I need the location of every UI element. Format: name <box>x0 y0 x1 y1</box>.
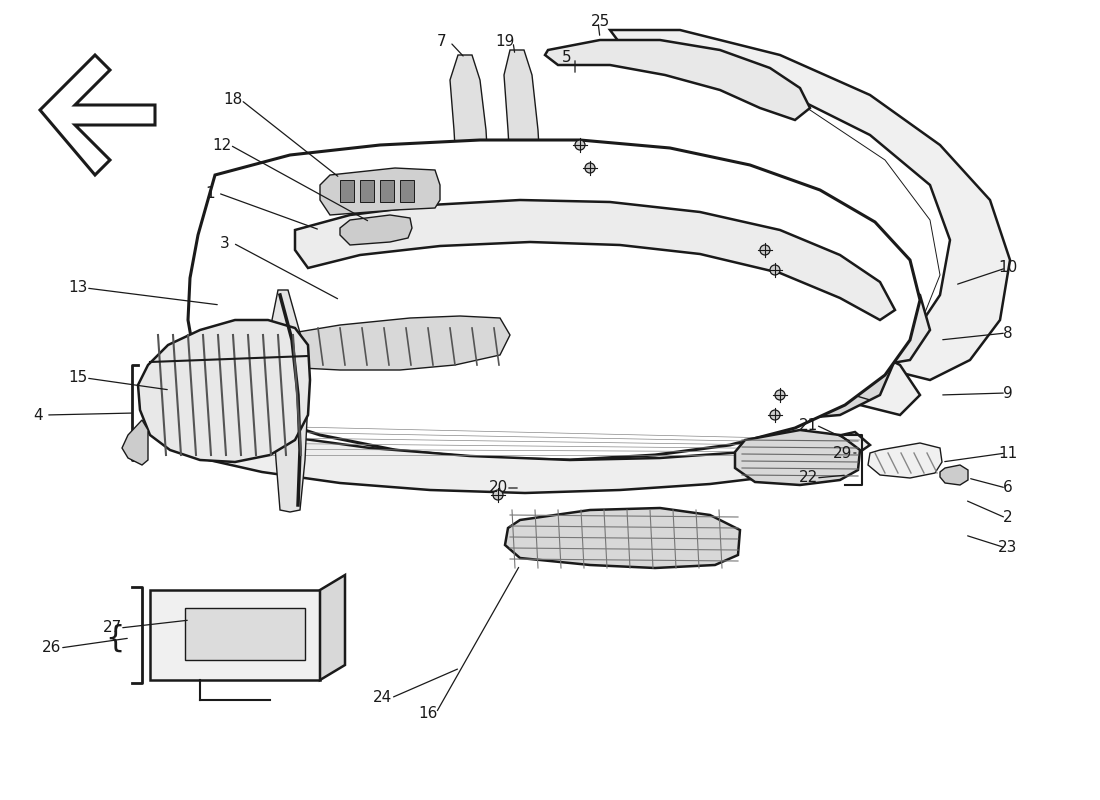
Text: 6: 6 <box>1003 481 1013 495</box>
Polygon shape <box>320 168 440 215</box>
Text: 4: 4 <box>33 407 43 422</box>
Text: 3: 3 <box>220 235 230 250</box>
Circle shape <box>585 163 595 173</box>
Text: 13: 13 <box>68 281 88 295</box>
Text: 15: 15 <box>68 370 88 386</box>
Text: 26: 26 <box>42 641 62 655</box>
Text: 5: 5 <box>562 50 572 66</box>
Circle shape <box>641 307 659 325</box>
Text: 24: 24 <box>373 690 393 706</box>
Circle shape <box>575 140 585 150</box>
Circle shape <box>846 361 864 379</box>
Polygon shape <box>295 200 895 320</box>
Bar <box>360 180 374 202</box>
Text: {: { <box>106 623 125 653</box>
Polygon shape <box>138 320 310 462</box>
Text: 19: 19 <box>495 34 515 50</box>
Text: 18: 18 <box>223 93 243 107</box>
Polygon shape <box>188 140 920 460</box>
Text: 11: 11 <box>999 446 1018 461</box>
Polygon shape <box>505 508 740 568</box>
Polygon shape <box>868 443 942 478</box>
Bar <box>340 180 354 202</box>
Circle shape <box>774 259 786 271</box>
Polygon shape <box>320 575 345 680</box>
Circle shape <box>770 410 780 420</box>
Text: 9: 9 <box>1003 386 1013 401</box>
Circle shape <box>471 309 490 327</box>
Circle shape <box>346 336 364 354</box>
Polygon shape <box>40 55 155 175</box>
Circle shape <box>574 246 586 258</box>
Circle shape <box>776 390 785 400</box>
Text: 27: 27 <box>102 621 122 635</box>
Circle shape <box>634 242 646 254</box>
Polygon shape <box>544 40 810 120</box>
Text: 2: 2 <box>1003 510 1013 526</box>
Circle shape <box>834 279 846 291</box>
Polygon shape <box>122 420 149 465</box>
Text: 12: 12 <box>212 138 232 153</box>
Polygon shape <box>490 305 920 415</box>
Polygon shape <box>480 200 930 365</box>
Bar <box>400 180 414 202</box>
Circle shape <box>704 246 716 258</box>
Circle shape <box>791 336 808 354</box>
Circle shape <box>889 309 901 321</box>
Text: 16: 16 <box>418 706 438 721</box>
Polygon shape <box>610 30 1010 380</box>
Polygon shape <box>340 215 412 245</box>
Polygon shape <box>268 290 308 512</box>
Text: 10: 10 <box>999 261 1018 275</box>
Text: 29: 29 <box>834 446 852 461</box>
Circle shape <box>551 305 569 323</box>
Polygon shape <box>735 430 860 485</box>
Polygon shape <box>308 262 895 420</box>
Text: 20: 20 <box>488 481 507 495</box>
Text: 21: 21 <box>799 418 817 433</box>
Polygon shape <box>192 420 870 493</box>
Circle shape <box>493 490 503 500</box>
Bar <box>379 180 394 202</box>
Circle shape <box>770 265 780 275</box>
Polygon shape <box>450 55 492 365</box>
Circle shape <box>524 254 536 266</box>
Text: 25: 25 <box>591 14 609 30</box>
Polygon shape <box>504 50 544 365</box>
Text: 22: 22 <box>799 470 817 486</box>
Circle shape <box>402 319 419 337</box>
Polygon shape <box>940 465 968 485</box>
Text: 1: 1 <box>206 186 214 201</box>
Polygon shape <box>242 316 510 370</box>
Text: 23: 23 <box>999 541 1018 555</box>
Circle shape <box>720 316 739 334</box>
Circle shape <box>760 245 770 255</box>
Polygon shape <box>150 590 320 680</box>
Text: 8: 8 <box>1003 326 1013 341</box>
Polygon shape <box>185 608 305 660</box>
Text: 7: 7 <box>437 34 447 50</box>
